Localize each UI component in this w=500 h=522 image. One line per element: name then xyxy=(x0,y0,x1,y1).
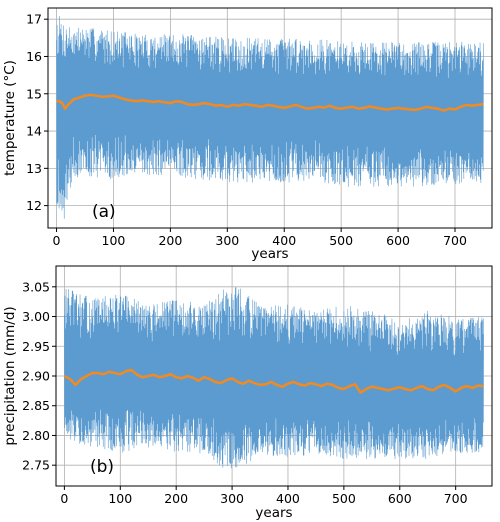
panel-b-xlabel: years xyxy=(255,505,292,521)
series-smoothed-line xyxy=(63,368,484,394)
panel-a-data xyxy=(56,16,484,219)
y-tick-label: 2.75 xyxy=(22,458,50,473)
x-tick-label: 200 xyxy=(164,491,188,506)
x-tick-label: 600 xyxy=(388,491,412,506)
series-annual-line xyxy=(64,287,484,469)
panel-b-label: (b) xyxy=(90,457,114,477)
y-tick-label: 3.00 xyxy=(22,309,50,324)
x-tick-label: 200 xyxy=(158,233,182,248)
x-tick-label: 100 xyxy=(108,491,132,506)
panel-b: 0 100 200 300 400 500 600 700 2.75 2.80 2.85 2.90 2.… xyxy=(2,265,493,521)
x-tick-label: 500 xyxy=(329,233,353,248)
y-tick-label: 2.80 xyxy=(22,428,50,443)
y-tick-label: 14 xyxy=(26,124,42,139)
x-tick-label: 500 xyxy=(332,491,356,506)
x-tick-label: 400 xyxy=(276,491,300,506)
x-tick-label: 600 xyxy=(386,233,410,248)
x-tick-label: 100 xyxy=(102,233,126,248)
y-tick-label: 3.05 xyxy=(22,279,50,294)
panel-a-xlabel: years xyxy=(251,246,288,262)
y-tick-label: 2.85 xyxy=(22,398,50,413)
y-tick-label: 16 xyxy=(26,49,42,64)
y-tick-label: 17 xyxy=(26,12,42,27)
panel-a-label: (a) xyxy=(92,202,116,222)
y-tick-label: 12 xyxy=(26,198,42,213)
y-tick-label: 13 xyxy=(26,161,42,176)
panel-b-ylabel: precipitation (mm/d) xyxy=(2,306,18,445)
series-annual-line xyxy=(56,16,484,219)
x-tick-label: 0 xyxy=(60,491,68,506)
x-tick-label: 300 xyxy=(220,491,244,506)
y-tick-label: 2.95 xyxy=(22,339,50,354)
x-tick-label: 300 xyxy=(215,233,239,248)
panel-b-data xyxy=(63,287,484,469)
x-tick-label: 0 xyxy=(53,233,61,248)
y-tick-label: 2.90 xyxy=(22,369,50,384)
x-tick-label: 700 xyxy=(443,233,467,248)
series-smoothed-line xyxy=(56,93,484,112)
x-tick-label: 400 xyxy=(272,233,296,248)
panel-a-ylabel: temperature (°C) xyxy=(2,60,18,176)
panel-a: 0 100 200 300 400 500 600 700 12 13 14 15 16 17 years… xyxy=(2,7,493,262)
panel-a-frame xyxy=(47,7,493,229)
x-tick-label: 700 xyxy=(444,491,468,506)
panel-b-ticks: 0 100 200 300 400 500 600 700 2.75 2.80 2.85 2.90 2.… xyxy=(22,279,467,506)
y-tick-label: 15 xyxy=(26,86,42,101)
panel-a-ticks: 0 100 200 300 400 500 600 700 12 13 14 15 16 17 xyxy=(26,12,467,248)
